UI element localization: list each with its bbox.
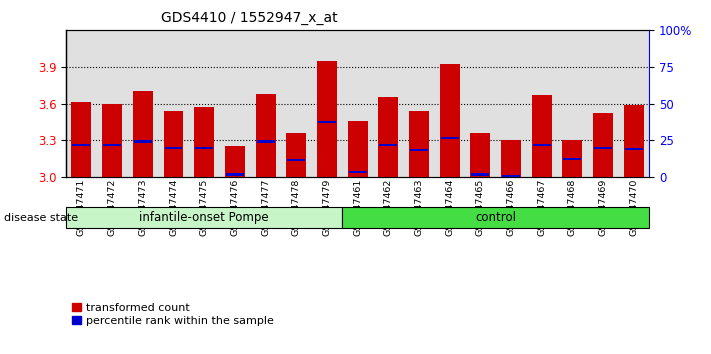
Bar — [97, 30, 127, 177]
Bar — [348, 121, 368, 177]
Bar — [133, 91, 153, 177]
Bar — [164, 111, 183, 177]
Bar — [255, 94, 276, 177]
Bar — [533, 144, 551, 146]
Bar — [66, 207, 342, 228]
Bar — [465, 30, 496, 177]
Bar — [66, 30, 97, 177]
Bar — [342, 207, 649, 228]
Bar — [287, 133, 306, 177]
Bar — [501, 140, 521, 177]
Bar — [311, 30, 342, 177]
Bar — [348, 171, 367, 173]
Bar — [72, 102, 92, 177]
Text: GDS4410 / 1552947_x_at: GDS4410 / 1552947_x_at — [161, 11, 337, 25]
Text: disease state: disease state — [4, 213, 77, 223]
Bar — [434, 30, 465, 177]
Bar — [220, 30, 250, 177]
Bar — [158, 30, 189, 177]
Bar — [226, 173, 244, 176]
Bar — [373, 30, 404, 177]
Bar — [257, 141, 274, 143]
Bar — [287, 159, 305, 161]
Bar — [196, 147, 213, 149]
Text: infantile-onset Pompe: infantile-onset Pompe — [139, 211, 269, 224]
Bar — [526, 30, 557, 177]
Bar — [342, 30, 373, 177]
Bar — [194, 107, 214, 177]
Bar — [496, 30, 526, 177]
Bar — [593, 113, 613, 177]
Bar — [625, 148, 643, 150]
Bar — [134, 141, 152, 143]
Bar — [441, 137, 459, 139]
Bar — [502, 175, 520, 177]
Bar — [225, 147, 245, 177]
Bar — [409, 111, 429, 177]
Bar — [127, 30, 158, 177]
Bar — [378, 97, 398, 177]
Bar — [624, 105, 643, 177]
Bar — [532, 95, 552, 177]
Bar — [563, 158, 582, 160]
Bar — [189, 30, 220, 177]
Legend: transformed count, percentile rank within the sample: transformed count, percentile rank withi… — [72, 303, 274, 326]
Bar — [562, 140, 582, 177]
Bar — [281, 30, 311, 177]
Bar — [439, 64, 459, 177]
Bar — [102, 104, 122, 177]
Bar — [164, 147, 183, 149]
Bar — [73, 144, 90, 146]
Bar — [557, 30, 588, 177]
Bar — [619, 30, 649, 177]
Bar — [588, 30, 619, 177]
Bar — [471, 173, 489, 176]
Bar — [317, 61, 337, 177]
Bar — [410, 149, 428, 151]
Bar — [250, 30, 281, 177]
Bar — [103, 144, 121, 146]
Bar — [404, 30, 434, 177]
Text: control: control — [475, 211, 516, 224]
Bar — [318, 121, 336, 123]
Bar — [380, 144, 397, 146]
Bar — [471, 133, 491, 177]
Bar — [594, 147, 612, 149]
